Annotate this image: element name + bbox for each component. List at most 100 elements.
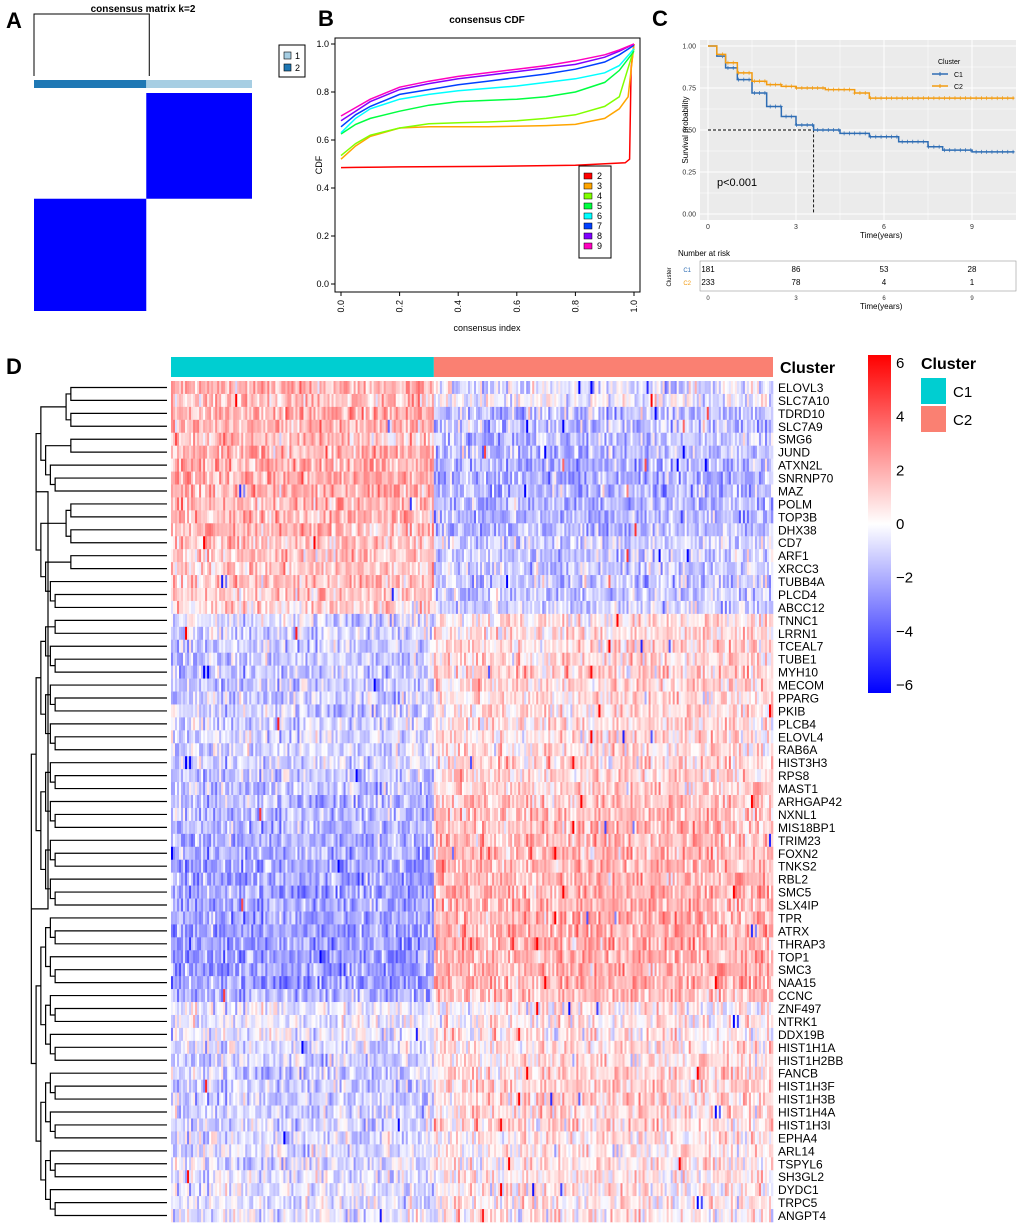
heatmap-cell xyxy=(445,536,449,550)
heatmap-cell xyxy=(492,406,495,421)
heatmap-cell xyxy=(407,432,411,446)
heatmap-cell xyxy=(480,536,483,550)
heatmap-cell xyxy=(389,393,393,408)
heatmap-cell xyxy=(538,484,541,498)
heatmap-cell xyxy=(305,445,308,459)
heatmap-cell xyxy=(752,562,756,576)
heatmap-cell xyxy=(722,458,726,472)
heatmap-cell xyxy=(373,497,376,511)
heatmap-cell xyxy=(181,458,184,472)
heatmap-cell xyxy=(604,549,607,563)
heatmap-cell xyxy=(568,419,571,434)
heatmap-cell xyxy=(221,406,224,421)
heatmap-cell xyxy=(666,497,669,511)
heatmap-cell xyxy=(720,458,724,472)
heatmap-cell xyxy=(612,549,615,563)
heatmap-cell xyxy=(395,406,399,421)
heatmap-cell xyxy=(754,523,758,537)
heatmap-cell xyxy=(435,381,439,395)
heatmap-cell xyxy=(702,406,706,421)
heatmap-cell xyxy=(590,497,593,511)
heatmap-cell xyxy=(357,510,360,524)
heatmap-cell xyxy=(516,536,519,550)
heatmap-cell xyxy=(630,458,633,472)
panel-a-legend-label-1: 1 xyxy=(295,51,300,61)
heatmap-cell xyxy=(488,445,491,459)
heatmap-cell xyxy=(281,497,284,511)
heatmap-cell xyxy=(540,484,543,498)
heatmap-cell xyxy=(323,406,326,421)
heatmap-cell xyxy=(588,523,591,537)
heatmap-cell xyxy=(413,562,417,576)
heatmap-cell xyxy=(441,523,445,537)
heatmap-cell xyxy=(686,497,690,511)
heatmap-cell xyxy=(624,445,627,459)
heatmap-cell xyxy=(253,510,256,524)
heatmap-cell xyxy=(520,523,523,537)
heatmap-cell xyxy=(361,562,364,576)
heatmap-cell xyxy=(742,549,746,563)
panel-letter-b: B xyxy=(318,6,334,31)
heatmap-cell xyxy=(740,562,744,576)
heatmap-cell xyxy=(315,445,318,459)
heatmap-cell xyxy=(480,393,483,408)
heatmap-cell xyxy=(510,393,513,408)
heatmap-cell xyxy=(492,484,495,498)
heatmap-cell xyxy=(510,406,513,421)
heatmap-cell xyxy=(251,432,254,446)
heatmap-cell xyxy=(720,497,724,511)
heatmap-cell xyxy=(325,432,328,446)
heatmap-cell xyxy=(754,536,758,550)
heatmap-cell xyxy=(492,549,495,563)
heatmap-cell xyxy=(467,484,471,498)
heatmap-cell xyxy=(341,406,344,421)
heatmap-cell xyxy=(333,419,336,434)
heatmap-cell xyxy=(664,419,667,434)
heatmap-cell xyxy=(217,381,220,395)
heatmap-cell xyxy=(373,445,376,459)
heatmap-cell xyxy=(287,458,290,472)
panel-b-legend-swatch-9 xyxy=(583,242,593,250)
panel-b-series-2 xyxy=(340,43,635,169)
heatmap-cell xyxy=(299,497,302,511)
heatmap-cell xyxy=(177,497,180,511)
heatmap-cell xyxy=(229,536,232,550)
heatmap-cell xyxy=(766,471,770,485)
heatmap-cell xyxy=(742,484,746,498)
heatmap-cell xyxy=(247,575,250,589)
heatmap-cell xyxy=(622,445,625,459)
heatmap-cell xyxy=(508,471,511,485)
heatmap-cell xyxy=(610,393,613,408)
heatmap-cell xyxy=(574,523,577,537)
heatmap-cell xyxy=(449,471,453,485)
heatmap-cell xyxy=(500,510,503,524)
heatmap-cell xyxy=(514,419,517,434)
heatmap-cell xyxy=(265,523,268,537)
heatmap-cell xyxy=(227,497,230,511)
heatmap-cell xyxy=(712,471,716,485)
heatmap-cell xyxy=(387,471,391,485)
heatmap-cell xyxy=(754,445,758,459)
heatmap-cell xyxy=(389,406,393,421)
heatmap-cell xyxy=(253,381,256,395)
heatmap-cell xyxy=(628,445,631,459)
heatmap-cell xyxy=(277,484,280,498)
heatmap-cell xyxy=(199,432,202,446)
heatmap-cell xyxy=(756,562,760,576)
heatmap-cell xyxy=(239,562,242,576)
heatmap-cell xyxy=(245,471,248,485)
heatmap-cell xyxy=(467,497,471,511)
heatmap-cell xyxy=(457,393,461,408)
heatmap-cell xyxy=(425,484,429,498)
heatmap-cell xyxy=(255,458,258,472)
heatmap-cell xyxy=(353,445,356,459)
heatmap-cell xyxy=(191,406,194,421)
heatmap-cell xyxy=(642,484,645,498)
heatmap-cell xyxy=(255,484,258,498)
heatmap-cell xyxy=(459,393,463,408)
heatmap-cell xyxy=(385,549,389,563)
heatmap-cell xyxy=(231,484,234,498)
heatmap-cell xyxy=(634,484,637,498)
heatmap-cell xyxy=(494,536,497,550)
heatmap-cell xyxy=(281,445,284,459)
